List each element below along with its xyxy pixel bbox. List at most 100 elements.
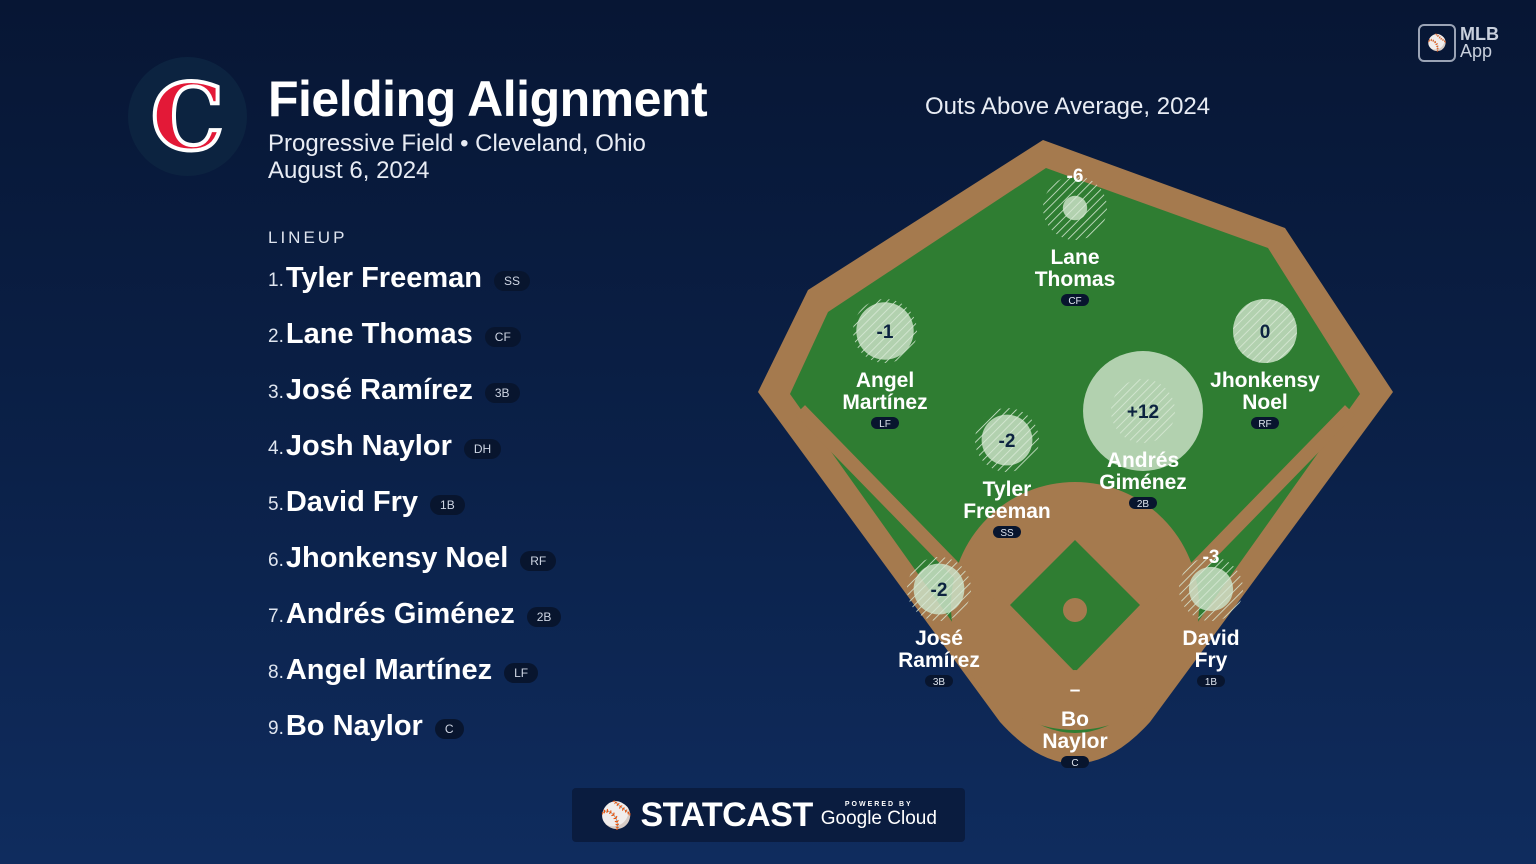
oaa-value: -1	[877, 322, 894, 343]
position-badge: 1B	[1205, 677, 1218, 688]
average-marker	[907, 557, 971, 621]
player-name: Bo Naylor	[285, 709, 423, 742]
mlb-logo-icon: ⚾	[1418, 24, 1456, 62]
position-badge: C	[434, 719, 464, 739]
position-badge: CF	[1068, 296, 1081, 307]
fielder-first-name: Tyler	[983, 478, 1032, 501]
position-badge: 3B	[933, 677, 946, 688]
batting-order: 4.	[268, 438, 284, 459]
oaa-value: -6	[1067, 166, 1084, 187]
mlb-text: MLB	[1460, 24, 1499, 44]
average-marker	[975, 408, 1039, 472]
pitchers-mound	[1063, 598, 1087, 622]
player-name: Angel Martínez	[285, 653, 493, 686]
fielder-last-name: Thomas	[1035, 268, 1116, 291]
fielder-last-name: Noel	[1242, 391, 1288, 414]
batter-logo-icon: ⚾	[600, 799, 633, 830]
lineup-row: 7. Andrés Giménez 2B	[268, 594, 562, 634]
player-name: Jhonkensy Noel	[285, 541, 509, 574]
powered-by: POWERED BY	[844, 800, 913, 808]
average-marker	[1111, 379, 1175, 443]
position-badge: 2B	[1137, 499, 1150, 510]
statcast-banner: ⚾ STATCAST POWERED BY Google Cloud	[572, 788, 965, 842]
batting-order: 1.	[268, 270, 284, 291]
venue: Progressive Field • Cleveland, Ohio	[268, 130, 646, 157]
player-name: Lane Thomas	[285, 317, 473, 350]
fielder-last-name: Ramírez	[898, 649, 980, 672]
lineup-row: 4. Josh Naylor DH	[268, 426, 502, 466]
fielder-first-name: Andrés	[1107, 449, 1179, 472]
position-badge-bg	[1251, 417, 1279, 429]
oaa-value: –	[1070, 680, 1081, 701]
field-title: Outs Above Average, 2024	[925, 93, 1211, 120]
player-name: David Fry	[285, 485, 419, 518]
oaa-value: -2	[931, 580, 948, 601]
average-marker	[853, 299, 917, 363]
position-badge-bg	[993, 526, 1021, 538]
fielder-first-name: José	[915, 627, 963, 650]
oaa-value: +12	[1127, 402, 1159, 423]
fielder-last-name: Naylor	[1042, 730, 1107, 753]
position-badge: 3B	[484, 383, 520, 403]
home-plate-area	[1053, 670, 1097, 714]
position-badge: DH	[463, 439, 502, 459]
position-badge-bg	[1061, 294, 1089, 306]
google-cloud: Google Cloud	[820, 807, 937, 829]
position-badge: LF	[879, 419, 891, 430]
mlb-app-logo: ⚾ MLB App	[1418, 24, 1499, 62]
lineup-row: 2. Lane Thomas CF	[268, 314, 521, 354]
fielder-first-name: Bo	[1061, 708, 1089, 731]
fielder-last-name: Fry	[1195, 649, 1228, 672]
position-badge-bg	[1061, 756, 1089, 768]
fielder-last-name: Giménez	[1099, 471, 1187, 494]
position-badge: 2B	[526, 607, 562, 627]
lineup-row: 6. Jhonkensy Noel RF	[268, 538, 557, 578]
oaa-value: 0	[1260, 322, 1271, 343]
batting-order: 7.	[268, 606, 284, 627]
page-title: Fielding Alignment	[268, 71, 708, 127]
position-badge: 1B	[430, 495, 465, 515]
position-badge: SS	[493, 271, 530, 291]
average-marker	[1043, 176, 1107, 240]
fielder-first-name: Angel	[856, 369, 914, 392]
player-name: José Ramírez	[285, 373, 473, 406]
batting-order: 9.	[268, 718, 284, 739]
lineup-heading: LINEUP	[268, 228, 348, 247]
fielder-first-name: David	[1182, 627, 1239, 650]
player-name: Tyler Freeman	[285, 261, 482, 294]
position-badge: RF	[1258, 419, 1271, 430]
position-badge: CF	[484, 327, 521, 347]
average-marker	[1233, 299, 1297, 363]
lineup-row: 1. Tyler Freeman SS	[268, 258, 530, 298]
batting-order: 8.	[268, 662, 284, 683]
position-badge-bg	[871, 417, 899, 429]
batting-order: 2.	[268, 326, 284, 347]
player-name: Josh Naylor	[285, 429, 452, 462]
fielder-last-name: Freeman	[963, 500, 1051, 523]
oaa-value: -3	[1203, 547, 1220, 568]
lineup-row: 3. José Ramírez 3B	[268, 370, 520, 410]
lineup-row: 5. David Fry 1B	[268, 482, 465, 522]
oaa-value: -2	[999, 431, 1016, 452]
lineup-row: 9. Bo Naylor C	[268, 706, 464, 746]
fielder-first-name: Lane	[1050, 246, 1099, 269]
position-badge-bg	[925, 675, 953, 687]
infield	[794, 405, 1356, 730]
batting-order: 3.	[268, 382, 284, 403]
batting-order: 5.	[268, 494, 284, 515]
position-badge: C	[1071, 758, 1078, 769]
fielder-first-name: Jhonkensy	[1210, 369, 1320, 392]
batting-order: 6.	[268, 550, 284, 571]
average-marker	[1179, 557, 1243, 621]
position-badge: RF	[520, 551, 557, 571]
player-name: Andrés Giménez	[285, 597, 515, 630]
